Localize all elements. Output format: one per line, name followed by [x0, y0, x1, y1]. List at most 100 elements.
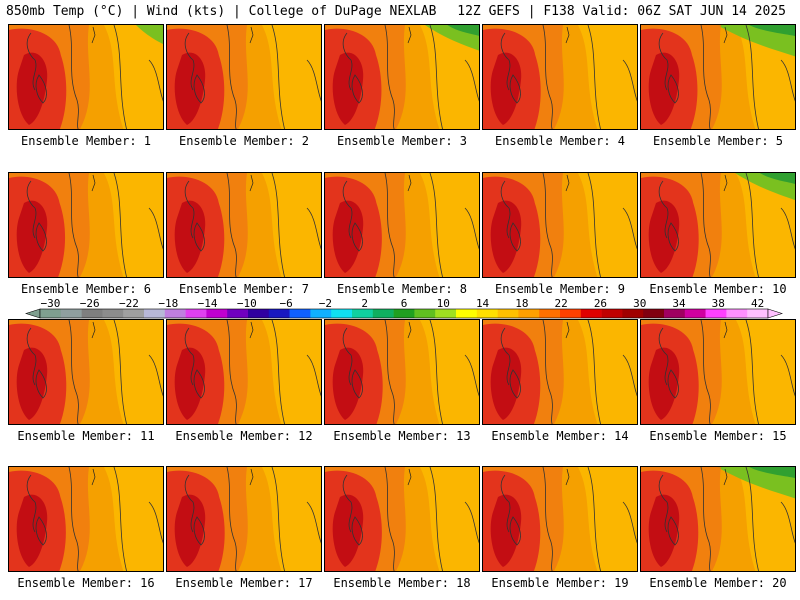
colorbar-tick-label: −6 — [280, 297, 293, 310]
ensemble-member-label: Ensemble Member: 14 — [491, 429, 629, 443]
ensemble-panel — [482, 172, 638, 278]
colorbar-swatch — [705, 309, 727, 318]
colorbar-swatch — [726, 309, 748, 318]
ensemble-member-label: Ensemble Member: 13 — [333, 429, 471, 443]
ensemble-member-label: Ensemble Member: 10 — [649, 282, 787, 296]
colorbar-tick-label: 18 — [515, 297, 528, 310]
colorbar-swatch — [684, 309, 706, 318]
colorbar-swatch — [164, 309, 186, 318]
ensemble-panel — [482, 466, 638, 572]
temperature-map — [641, 320, 795, 424]
ensemble-member-label: Ensemble Member: 8 — [336, 282, 468, 296]
colorbar-swatch — [664, 309, 686, 318]
colorbar-tick-label: 38 — [712, 297, 725, 310]
temperature-map — [641, 467, 795, 571]
colorbar-swatch — [248, 309, 270, 318]
colorbar-swatch — [497, 309, 519, 318]
colorbar-swatch — [227, 309, 249, 318]
temperature-map — [9, 467, 163, 571]
colorbar-tick-label: 34 — [672, 297, 686, 310]
colorbar-swatch — [643, 309, 665, 318]
ensemble-panel — [166, 319, 322, 425]
colorbar-swatch — [206, 309, 228, 318]
colorbar-swatch — [601, 309, 623, 318]
colorbar-tick-label: 14 — [476, 297, 490, 310]
colorbar-swatch — [40, 309, 62, 318]
ensemble-panel — [640, 466, 796, 572]
colorbar-swatch — [185, 309, 207, 318]
colorbar-swatch — [268, 309, 290, 318]
colorbar-swatch — [331, 309, 353, 318]
ensemble-member-label: Ensemble Member: 2 — [178, 134, 310, 148]
colorbar-tick-label: 6 — [401, 297, 408, 310]
colorbar-swatch — [518, 309, 540, 318]
colorbar-tick-label: −2 — [319, 297, 332, 310]
temperature-map — [641, 25, 795, 129]
ensemble-member-label: Ensemble Member: 6 — [20, 282, 152, 296]
temperature-colorbar: −30 −26 −22 −18 −14 −10 −6 −2 2 6 10 14 18 22 26 30 34 38… — [25, 297, 783, 319]
colorbar-swatch — [476, 309, 498, 318]
colorbar-tick-label: 2 — [361, 297, 368, 310]
ensemble-member-label: Ensemble Member: 3 — [336, 134, 468, 148]
temperature-map — [325, 320, 479, 424]
ensemble-member-label: Ensemble Member: 19 — [491, 576, 629, 590]
ensemble-member-label: Ensemble Member: 1 — [20, 134, 152, 148]
colorbar-swatch — [144, 309, 166, 318]
colorbar-swatch — [393, 309, 415, 318]
colorbar-swatch — [310, 309, 332, 318]
ensemble-panel — [166, 172, 322, 278]
ensemble-member-label: Ensemble Member: 17 — [175, 576, 313, 590]
ensemble-member-label: Ensemble Member: 4 — [494, 134, 626, 148]
ensemble-member-label: Ensemble Member: 9 — [494, 282, 626, 296]
temperature-map — [483, 467, 637, 571]
ensemble-panel — [8, 319, 164, 425]
colorbar-swatch — [435, 309, 457, 318]
colorbar-swatch — [60, 309, 82, 318]
ensemble-member-label: Ensemble Member: 11 — [17, 429, 155, 443]
ensemble-member-label: Ensemble Member: 15 — [649, 429, 787, 443]
ensemble-panel — [166, 466, 322, 572]
colorbar-swatch — [580, 309, 602, 318]
colorbar-tick-label: 22 — [555, 297, 568, 310]
temperature-map — [641, 173, 795, 277]
ensemble-panel — [324, 319, 480, 425]
ensemble-panel — [324, 172, 480, 278]
colorbar-right-arrow — [767, 308, 783, 319]
ensemble-panel — [8, 466, 164, 572]
colorbar-tick-label: −14 — [198, 297, 218, 310]
header-title: 850mb Temp (°C) | Wind (kts) | College o… — [6, 4, 437, 19]
colorbar-tick-label: −26 — [80, 297, 100, 310]
ensemble-member-label: Ensemble Member: 12 — [175, 429, 313, 443]
colorbar-swatch — [123, 309, 145, 318]
temperature-map — [167, 173, 321, 277]
ensemble-panel — [166, 24, 322, 130]
temperature-map — [9, 320, 163, 424]
colorbar-swatch — [539, 309, 561, 318]
colorbar-tick-label: −30 — [40, 297, 60, 310]
colorbar-swatch — [372, 309, 394, 318]
colorbar-swatch — [414, 309, 436, 318]
temperature-map — [325, 173, 479, 277]
ensemble-panel — [640, 172, 796, 278]
ensemble-panel — [640, 24, 796, 130]
ensemble-panel — [482, 319, 638, 425]
colorbar-left-arrow — [25, 308, 41, 319]
temperature-map — [483, 320, 637, 424]
colorbar-tick-label: −18 — [158, 297, 178, 310]
header-run-info: 12Z GEFS | F138 Valid: 06Z SAT JUN 14 20… — [457, 4, 786, 19]
ensemble-panel — [324, 24, 480, 130]
colorbar-swatch — [102, 309, 124, 318]
ensemble-panel — [8, 172, 164, 278]
temperature-map — [325, 25, 479, 129]
colorbar-tick-label: −22 — [119, 297, 139, 310]
temperature-map — [325, 467, 479, 571]
ensemble-member-label: Ensemble Member: 18 — [333, 576, 471, 590]
colorbar-tick-label: 30 — [633, 297, 646, 310]
temperature-map — [167, 320, 321, 424]
temperature-map — [167, 25, 321, 129]
temperature-map — [9, 173, 163, 277]
colorbar-tick-label: −10 — [237, 297, 257, 310]
colorbar-tick-label: 26 — [594, 297, 607, 310]
ensemble-member-label: Ensemble Member: 16 — [17, 576, 155, 590]
ensemble-panel — [8, 24, 164, 130]
